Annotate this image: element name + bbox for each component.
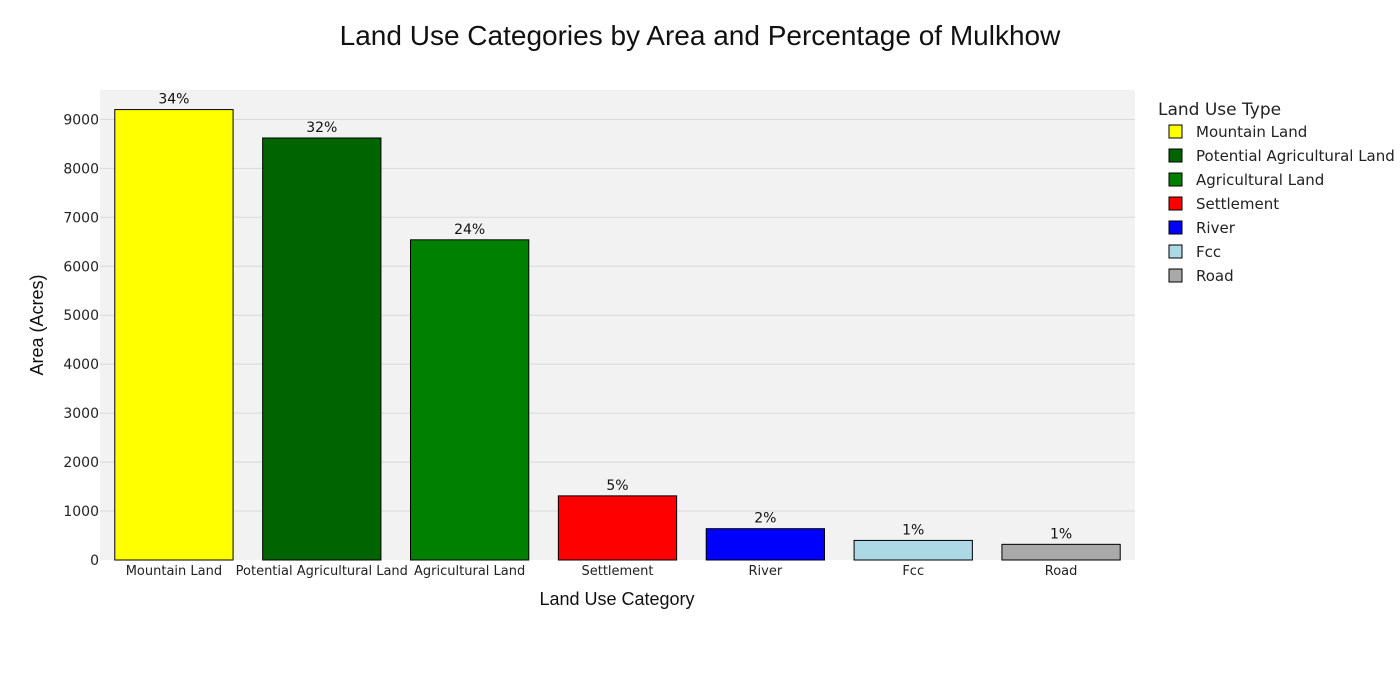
legend-item: Mountain Land (1168, 123, 1307, 141)
legend-item: Road (1168, 267, 1234, 285)
legend-swatch (1168, 172, 1183, 187)
legend-title: Land Use Type (1158, 100, 1281, 120)
legend-label: Road (1196, 267, 1234, 285)
y-tick-label: 2000 (63, 455, 99, 471)
legend-label: Mountain Land (1196, 123, 1307, 141)
legend-item: Settlement (1168, 195, 1279, 213)
x-tick-label: Road (1045, 564, 1078, 579)
y-tick-label: 1000 (63, 504, 99, 520)
bar-value-label: 34% (158, 92, 189, 108)
legend-swatch (1168, 268, 1183, 283)
y-tick-label: 8000 (63, 161, 99, 177)
bar-value-label: 2% (754, 511, 776, 527)
legend-item: River (1168, 219, 1236, 237)
bar-value-label: 1% (902, 522, 924, 538)
legend-label: Potential Agricultural Land (1196, 147, 1395, 165)
legend-label: River (1196, 219, 1236, 237)
x-tick-label: Agricultural Land (414, 564, 525, 579)
legend-swatch (1168, 220, 1183, 235)
legend-swatch (1168, 148, 1183, 163)
bar-value-label: 24% (454, 222, 485, 238)
legend-item: Agricultural Land (1168, 171, 1324, 189)
bar (114, 109, 234, 561)
legend-label: Settlement (1196, 195, 1279, 213)
x-axis-title: Land Use Category (539, 589, 694, 609)
legend-label: Fcc (1196, 243, 1221, 261)
bar (853, 539, 973, 561)
bar (262, 137, 382, 561)
x-tick-label: Potential Agricultural Land (236, 564, 408, 579)
bar-value-label: 5% (606, 478, 628, 494)
legend-swatch (1168, 244, 1183, 259)
bar (705, 528, 826, 561)
bar (1001, 543, 1121, 561)
bar-value-label: 32% (306, 120, 337, 136)
y-axis-title: Area (Acres) (27, 274, 47, 375)
legend-label: Agricultural Land (1196, 171, 1324, 189)
y-tick-label: 6000 (63, 259, 99, 275)
y-tick-label: 4000 (63, 357, 99, 373)
legend-item: Fcc (1168, 243, 1221, 261)
x-tick-label: Mountain Land (126, 564, 222, 579)
x-axis-ticks: Mountain Land Potential Agricultural Land… (126, 564, 1078, 579)
legend: Land Use Type Mountain Land Potential Agr… (1158, 100, 1395, 285)
legend-swatch (1168, 196, 1183, 211)
x-tick-label: Fcc (902, 564, 924, 579)
bar-value-label: 1% (1050, 526, 1072, 542)
legend-item: Potential Agricultural Land (1168, 147, 1395, 165)
bar (410, 239, 530, 561)
y-axis-ticks: 0 1000 2000 3000 4000 5000 6000 7000 8000 9000 (63, 112, 99, 569)
x-tick-label: Settlement (581, 564, 653, 579)
legend-swatch (1168, 124, 1183, 139)
bar (557, 495, 678, 561)
y-tick-label: 3000 (63, 406, 99, 422)
y-tick-label: 7000 (63, 210, 99, 226)
y-tick-label: 5000 (63, 308, 99, 324)
x-tick-label: River (749, 564, 783, 579)
y-tick-label: 0 (90, 553, 99, 569)
y-tick-label: 9000 (63, 112, 99, 128)
chart-title: Land Use Categories by Area and Percenta… (340, 20, 1061, 51)
bars: 34% 32% 24% 5% 2% 1% 1% (114, 92, 1121, 561)
